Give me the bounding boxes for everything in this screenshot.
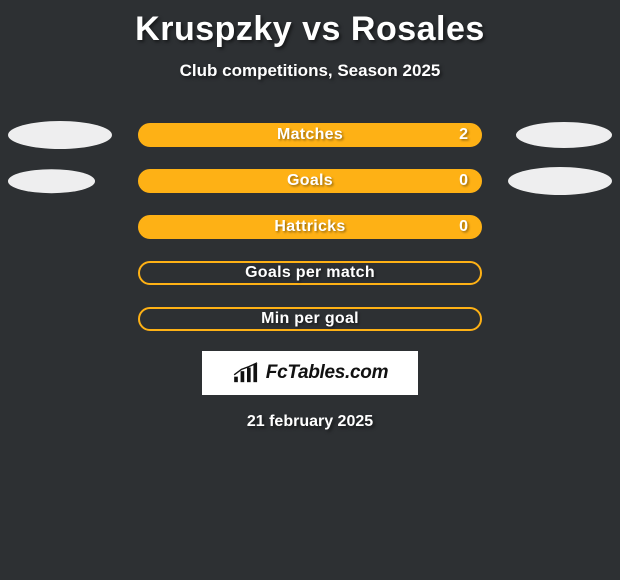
stat-bar: Hattricks 0: [138, 215, 482, 239]
stat-label: Hattricks: [274, 218, 345, 236]
stat-bar: Goals 0: [138, 169, 482, 193]
stat-label: Goals: [287, 172, 333, 190]
stat-label: Goals per match: [245, 264, 375, 282]
stat-label: Min per goal: [261, 310, 359, 328]
stat-value: 2: [459, 126, 468, 144]
right-ellipse: [516, 122, 612, 148]
stat-label: Matches: [277, 126, 343, 144]
bars-icon: [232, 362, 262, 384]
stat-row: Goals 0: [0, 169, 620, 193]
stat-value: 0: [459, 218, 468, 236]
stat-bar: Goals per match: [138, 261, 482, 285]
stat-row: Goals per match: [0, 261, 620, 285]
logo-box: FcTables.com: [202, 351, 418, 395]
stat-row: Min per goal: [0, 307, 620, 331]
stat-row: Matches 2: [0, 123, 620, 147]
stat-row: Hattricks 0: [0, 215, 620, 239]
left-ellipse: [8, 169, 95, 193]
page-subtitle: Club competitions, Season 2025: [0, 61, 620, 81]
logo-text: FcTables.com: [266, 362, 388, 384]
right-ellipse: [508, 167, 612, 195]
stats-container: Matches 2 Goals 0 Hattricks 0 Goals per match M…: [0, 123, 620, 331]
date-label: 21 february 2025: [0, 413, 620, 431]
page-title: Kruspzky vs Rosales: [0, 0, 620, 49]
stat-bar: Min per goal: [138, 307, 482, 331]
stat-bar: Matches 2: [138, 123, 482, 147]
stat-value: 0: [459, 172, 468, 190]
left-ellipse: [8, 121, 112, 149]
